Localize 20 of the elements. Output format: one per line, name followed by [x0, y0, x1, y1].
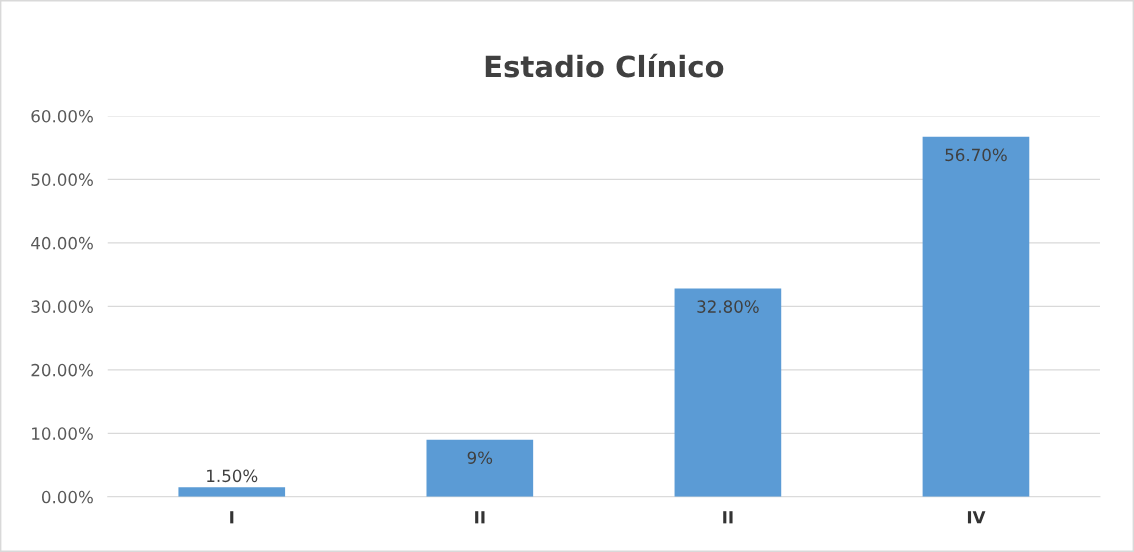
bar	[922, 136, 1030, 497]
chart-title: Estadio Clínico	[485, 53, 724, 78]
y-tick-label: 20.00%	[31, 363, 93, 377]
data-label: 9%	[467, 451, 493, 464]
x-tick-label: II	[475, 511, 485, 524]
y-tick-label: 60.00%	[31, 109, 93, 123]
bar	[674, 288, 782, 497]
x-tick-label: I	[230, 511, 234, 524]
x-tick-label: IV	[967, 511, 986, 524]
bar	[178, 487, 286, 497]
data-label: 1.50%	[207, 469, 258, 483]
y-tick-label: 40.00%	[31, 236, 93, 250]
y-tick-label: 10.00%	[32, 427, 93, 440]
data-label: 56.70%	[945, 148, 1007, 162]
x-tick-label: II	[723, 511, 733, 524]
data-label: 32.80%	[697, 300, 759, 313]
y-tick-label: 50.00%	[31, 173, 93, 186]
y-tick-label: 30.00%	[31, 300, 93, 313]
y-tick-label: 0.00%	[41, 490, 93, 504]
bar	[426, 439, 534, 497]
